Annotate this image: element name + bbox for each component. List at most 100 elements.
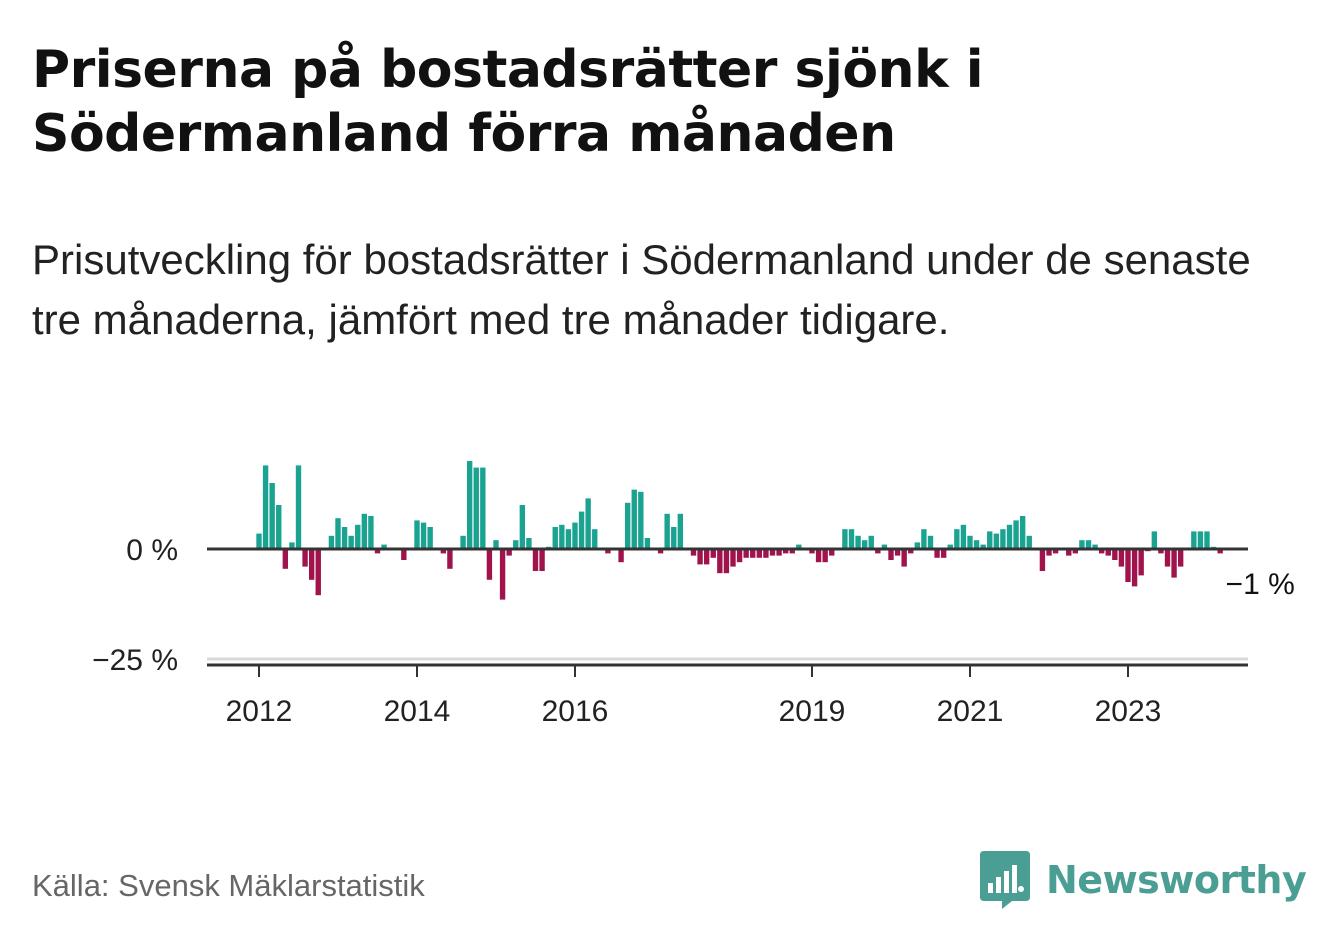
bar (532, 549, 539, 571)
bar (1131, 549, 1138, 587)
y-tick-label: −25 % (92, 644, 178, 677)
bar (341, 527, 348, 549)
bar (414, 520, 420, 549)
bar (1046, 549, 1052, 556)
x-tick-label: 2019 (779, 695, 846, 728)
x-tick-label: 2023 (1095, 695, 1162, 728)
bar (447, 549, 453, 569)
bar (868, 535, 874, 549)
bar (513, 540, 519, 549)
bar (980, 544, 986, 549)
bar (1112, 549, 1118, 560)
bar (993, 533, 1000, 549)
bar (1013, 520, 1019, 549)
bar (473, 467, 479, 549)
bar (1092, 544, 1098, 549)
bar (348, 535, 354, 549)
bar (664, 513, 670, 549)
bar (1006, 524, 1013, 549)
bar (1000, 529, 1006, 549)
bar (901, 549, 907, 567)
bar (499, 549, 506, 600)
bar (420, 522, 427, 549)
bar (262, 465, 269, 549)
bar (809, 549, 815, 554)
bar (973, 540, 980, 549)
axes-group: 0 % −25 % 2012 2014 2016 2019 2021 2023 −1 % (92, 534, 1295, 728)
bar (769, 549, 776, 556)
bar (934, 549, 940, 558)
bar (1066, 549, 1072, 556)
bar (703, 549, 710, 565)
x-tick-label: 2021 (937, 695, 1004, 728)
bar (381, 544, 387, 549)
y-tick-label: 0 % (126, 534, 178, 567)
bar (374, 549, 381, 554)
bar (539, 549, 545, 571)
bar (1158, 549, 1164, 554)
bar (967, 535, 973, 549)
bar (624, 502, 631, 549)
bar (1052, 549, 1059, 554)
bar (1098, 549, 1105, 554)
bar (677, 513, 684, 549)
bar (776, 549, 782, 556)
bar (690, 549, 697, 556)
bar (894, 549, 901, 556)
bar (585, 498, 591, 549)
bar (578, 511, 585, 549)
bar (638, 491, 644, 549)
bar (940, 549, 947, 558)
bar (631, 489, 637, 549)
bar (368, 516, 374, 549)
bar (1197, 531, 1204, 549)
bar (815, 549, 822, 563)
bar (697, 549, 703, 565)
bar (1191, 531, 1197, 549)
bar (671, 527, 677, 549)
bar (861, 540, 868, 549)
bar (466, 461, 473, 549)
bar (493, 540, 499, 549)
bar (605, 549, 611, 554)
newsworthy-logo[interactable]: Newsworthy (980, 848, 1307, 912)
bar (460, 535, 466, 549)
bar (328, 535, 335, 549)
bar (1026, 535, 1032, 549)
bar (572, 522, 578, 549)
bar (282, 549, 289, 569)
bar (888, 549, 894, 560)
bar (427, 527, 433, 549)
bar (789, 549, 795, 554)
bar (335, 518, 341, 549)
bar (1085, 540, 1092, 549)
chart-subtitle: Prisutveckling för bostadsrätter i Söder… (32, 236, 1251, 343)
bar (921, 529, 927, 549)
bar (302, 549, 308, 567)
bar (315, 549, 321, 596)
bar (914, 542, 921, 549)
bar (440, 549, 447, 554)
bar (1039, 549, 1046, 571)
bar (1138, 549, 1144, 576)
bar (355, 524, 361, 549)
bar (361, 513, 368, 549)
bar (269, 483, 275, 549)
bar (947, 544, 953, 549)
x-tick-label: 2014 (384, 695, 451, 728)
bar (908, 549, 914, 554)
bar (1125, 549, 1131, 582)
bar (256, 533, 262, 549)
bar (1105, 549, 1111, 556)
bar (927, 535, 934, 549)
bar (401, 549, 407, 560)
bar (842, 529, 848, 549)
bar-chart-speech-bubble-icon (980, 851, 1030, 909)
bar (1019, 516, 1026, 549)
bar (1217, 549, 1223, 554)
bar (881, 544, 888, 549)
bar (987, 531, 993, 549)
bar (717, 549, 723, 574)
bar (644, 538, 651, 549)
bar (559, 524, 565, 549)
